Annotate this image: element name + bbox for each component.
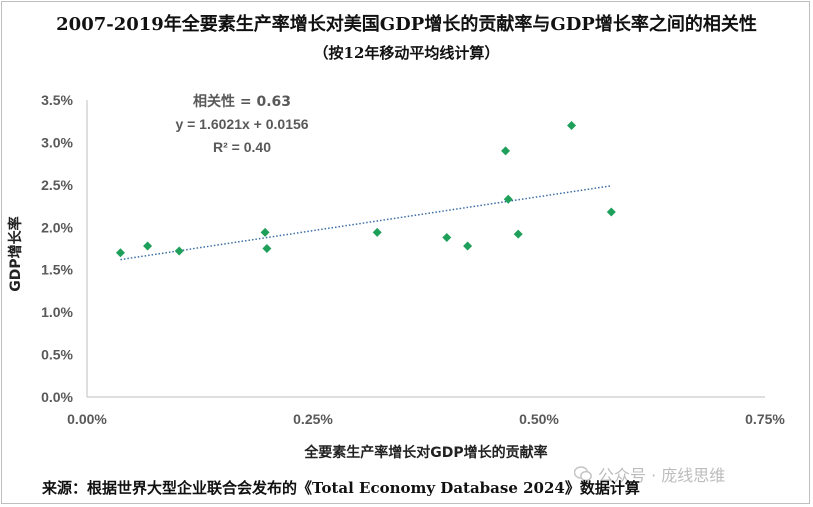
y-tick-label: 1.0% xyxy=(41,304,73,320)
chart-subtitle: （按12年移动平均线计算） xyxy=(313,44,500,62)
data-point xyxy=(174,246,184,256)
y-tick-label: 2.5% xyxy=(41,177,73,193)
watermark: 公众号 · 庞线思维 xyxy=(574,462,725,486)
data-point xyxy=(513,229,523,239)
x-tick-label: 0.75% xyxy=(745,411,785,427)
y-tick-label: 0.5% xyxy=(41,347,73,363)
data-point xyxy=(115,248,125,258)
y-tick-label: 1.5% xyxy=(41,262,73,278)
x-tick-label: 0.25% xyxy=(293,411,333,427)
data-point xyxy=(463,241,473,251)
chart-title: 2007-2019年全要素生产率增长对美国GDP增长的贡献率与GDP增长率之间的… xyxy=(56,14,757,35)
y-tick-label: 3.0% xyxy=(41,134,73,150)
y-tick-label: 3.5% xyxy=(41,92,73,108)
y-axis-label: GDP增长率 xyxy=(7,216,24,291)
source-note: 来源：根据世界大型企业联合会发布的《Total Economy Database… xyxy=(42,479,640,497)
watermark-text: 公众号 · 庞线思维 xyxy=(598,466,726,485)
data-point xyxy=(372,227,382,237)
axes xyxy=(86,100,765,398)
y-tick-labels: 0.0% 0.5% 1.0% 1.5% 2.0% 2.5% 3.0% 3.5% xyxy=(41,92,73,405)
data-point xyxy=(143,241,153,251)
wechat-icon xyxy=(574,466,592,482)
annotation-equation: y = 1.6021x + 0.0156 xyxy=(175,116,308,132)
data-point xyxy=(442,232,452,242)
data-point xyxy=(501,146,511,156)
annotation-correlation: 相关性 = 0.63 xyxy=(193,93,291,110)
x-axis-label: 全要素生产率增长对GDP增长的贡献率 xyxy=(303,444,547,461)
trendline xyxy=(120,185,612,261)
data-point xyxy=(260,227,270,237)
x-tick-label: 0.00% xyxy=(67,411,107,427)
data-point xyxy=(503,194,513,204)
annotation-r-squared: R² = 0.40 xyxy=(213,139,271,155)
data-point xyxy=(262,244,272,253)
data-point xyxy=(606,207,616,217)
y-tick-label: 2.0% xyxy=(41,219,73,235)
correlation-annotation: 相关性 = 0.63 y = 1.6021x + 0.0156 R² = 0.4… xyxy=(175,93,308,155)
x-tick-labels: 0.00% 0.25% 0.50% 0.75% xyxy=(67,411,785,427)
x-tick-label: 0.50% xyxy=(519,411,559,427)
data-points xyxy=(115,120,616,258)
y-tick-label: 0.0% xyxy=(41,389,73,405)
data-point xyxy=(567,120,577,130)
